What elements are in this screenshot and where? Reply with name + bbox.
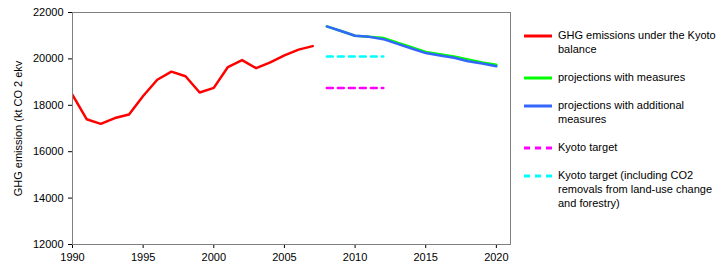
svg-text:2020: 2020 bbox=[484, 251, 508, 263]
svg-text:1990: 1990 bbox=[60, 251, 84, 263]
svg-text:22000: 22000 bbox=[33, 6, 64, 18]
html-text:GHG emissions under the Kyoto: GHG emissions under the Kyoto balance bbox=[558, 29, 716, 55]
svg-text:12000: 12000 bbox=[33, 238, 64, 250]
svg-text:16000: 16000 bbox=[33, 145, 64, 157]
svg-text:20000: 20000 bbox=[33, 52, 64, 64]
svg-text:18000: 18000 bbox=[33, 99, 64, 111]
svg-text:2000: 2000 bbox=[202, 251, 226, 263]
svg-text:14000: 14000 bbox=[33, 192, 64, 204]
html-text:projections with additional me: projections with additional measures bbox=[558, 99, 684, 125]
html-text:Kyoto target (including CO2 re: Kyoto target (including CO2 removals fro… bbox=[558, 169, 713, 209]
svg-text:1995: 1995 bbox=[131, 251, 155, 263]
svg-text:2010: 2010 bbox=[343, 251, 367, 263]
svg-text:2015: 2015 bbox=[413, 251, 437, 263]
svg-text:GHG emission (kt CO 2 ekv: GHG emission (kt CO 2 ekv bbox=[12, 60, 24, 196]
svg-text:2005: 2005 bbox=[272, 251, 296, 263]
html-text:projections with measures: projections with measures bbox=[558, 71, 686, 83]
html-text:Kyoto target: Kyoto target bbox=[558, 141, 618, 153]
